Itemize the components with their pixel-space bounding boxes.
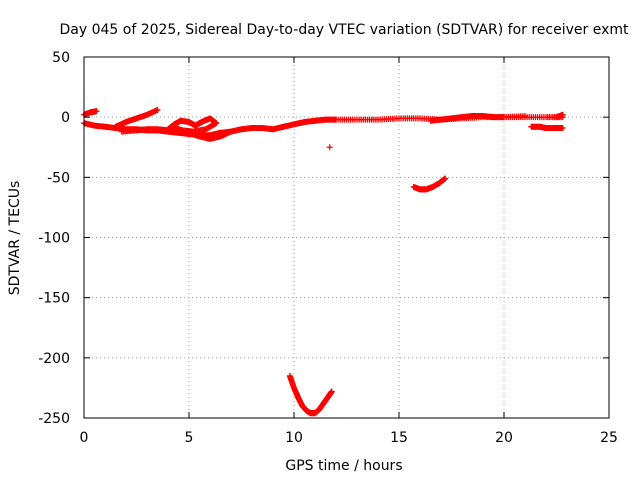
data-point (328, 388, 335, 395)
data-point (442, 175, 449, 182)
x-tick-label: 5 (185, 430, 194, 446)
x-axis-label: GPS time / hours (285, 458, 402, 474)
series-track-deep-dip (286, 372, 335, 417)
x-tick-label: 10 (285, 430, 303, 446)
y-tick-label: 0 (61, 110, 70, 126)
y-tick-label: -50 (47, 170, 70, 186)
axis-ticks: 0 5 10 15 20 25 50 0 -50 -100 -150 -200 -250 (38, 50, 618, 446)
data-point (559, 111, 566, 118)
y-tick-label: 50 (52, 50, 70, 66)
y-tick-label: -150 (38, 291, 70, 307)
y-tick-label: -250 (38, 411, 70, 427)
data-point (559, 124, 566, 131)
series-track-flat-wide (427, 112, 528, 124)
grid-lines (84, 57, 609, 418)
x-tick-label: 15 (390, 430, 408, 446)
series-track-main-c (118, 116, 339, 142)
x-tick-label: 20 (495, 430, 513, 446)
y-axis-label: SDTVAR / TECUs (7, 181, 23, 296)
data-point (326, 144, 333, 151)
data-point (154, 106, 161, 113)
y-tick-label: -100 (38, 231, 70, 247)
series-track-main-b (112, 106, 161, 130)
chart-title: Day 045 of 2025, Sidereal Day-to-day VTE… (60, 22, 630, 38)
x-tick-label: 25 (600, 430, 618, 446)
data-point (93, 108, 100, 115)
plot-frame (83, 56, 610, 419)
series-track-arc-mid (410, 175, 449, 193)
series-track-loops (165, 115, 220, 135)
data-series (81, 106, 566, 417)
series-track-late (528, 123, 566, 131)
y-tick-label: -200 (38, 351, 70, 367)
data-point (522, 112, 528, 119)
series-track-late-tail (553, 111, 566, 121)
x-tick-label: 0 (80, 430, 89, 446)
series-track-isolated (326, 144, 333, 151)
data-point (171, 124, 178, 131)
